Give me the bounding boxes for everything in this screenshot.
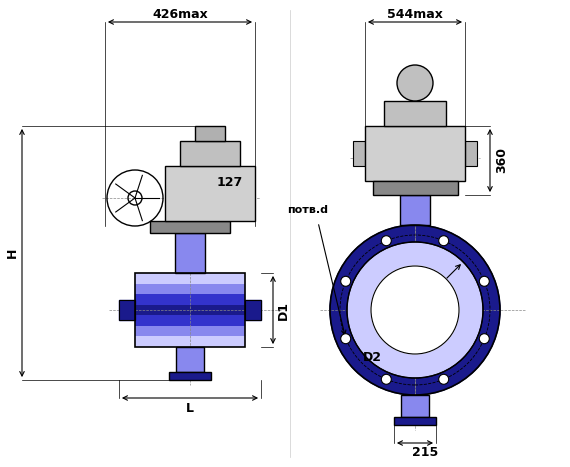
Bar: [353, 141, 365, 166]
Bar: [135, 273, 245, 283]
Bar: [119, 300, 135, 320]
Bar: [169, 372, 211, 380]
Circle shape: [439, 374, 449, 384]
Text: H: H: [6, 248, 18, 258]
Circle shape: [341, 276, 351, 286]
Bar: [135, 283, 245, 294]
Text: L: L: [186, 402, 194, 415]
Bar: [373, 181, 458, 195]
Bar: [365, 126, 465, 181]
Circle shape: [479, 276, 489, 286]
Bar: [119, 300, 135, 320]
Bar: [384, 101, 446, 126]
Circle shape: [439, 236, 449, 246]
Bar: [135, 304, 245, 315]
Text: 360: 360: [495, 147, 508, 173]
Text: 544max: 544max: [387, 7, 443, 21]
Bar: [135, 326, 245, 336]
Bar: [245, 300, 261, 320]
Bar: [180, 141, 240, 166]
Bar: [165, 166, 255, 221]
Bar: [135, 294, 245, 304]
Circle shape: [381, 236, 391, 246]
Bar: [394, 417, 436, 425]
Text: 127: 127: [217, 177, 243, 190]
Bar: [176, 347, 204, 372]
Bar: [465, 141, 477, 166]
Bar: [245, 300, 261, 320]
Text: D1: D1: [276, 300, 290, 319]
Text: 215: 215: [412, 446, 438, 460]
Text: D2: D2: [363, 351, 381, 364]
Text: потв.d: потв.d: [287, 205, 328, 215]
Text: 426max: 426max: [152, 7, 208, 21]
Circle shape: [371, 266, 459, 354]
Bar: [400, 195, 430, 225]
Circle shape: [381, 374, 391, 384]
Circle shape: [347, 242, 483, 378]
Bar: [195, 126, 225, 141]
Circle shape: [330, 225, 500, 395]
Circle shape: [479, 334, 489, 344]
Circle shape: [397, 65, 433, 101]
Circle shape: [341, 334, 351, 344]
Bar: [135, 273, 245, 347]
Bar: [150, 221, 230, 233]
Bar: [175, 233, 205, 273]
Bar: [135, 315, 245, 326]
Bar: [135, 336, 245, 347]
Bar: [401, 395, 429, 417]
